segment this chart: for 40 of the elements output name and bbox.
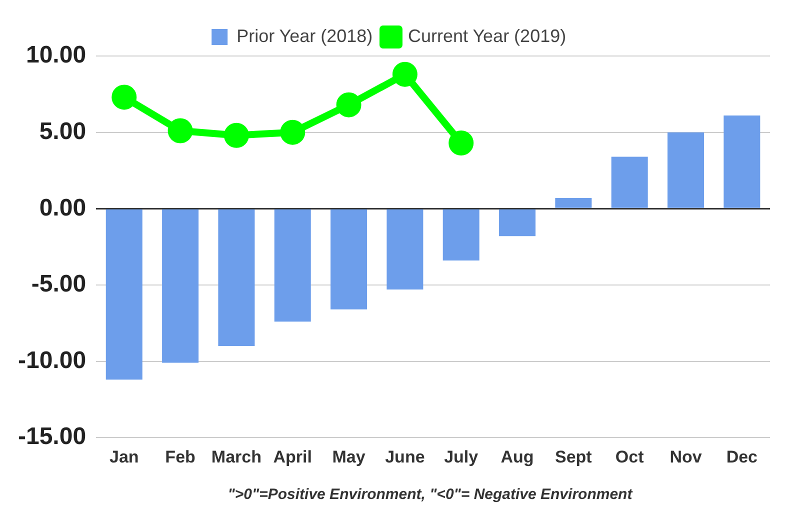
point [336,92,362,118]
bar [555,198,592,208]
y-tick-label: 0.00 [39,194,86,222]
x-tick-label: Oct [615,447,644,466]
bar [724,116,760,208]
y-tick-label: -5.00 [31,270,86,298]
y-tick-label: -10.00 [18,346,86,374]
legend-label: Prior Year (2018) [236,26,373,46]
bar [162,209,199,363]
point [224,122,249,148]
x-tick-label: Nov [670,447,702,466]
bar [668,132,704,208]
bar [330,209,368,310]
x-tick-label: Jan [109,447,139,466]
x-tick-label: Sept [555,447,592,466]
bar [106,209,142,380]
text: ">0"=Positive Environment, "<0"= Negative Environment [226,486,634,503]
bar [274,209,311,322]
bar [386,209,424,290]
x-tick-label: May [332,447,366,466]
y-tick-label: 10.00 [26,42,86,69]
x-tick-label: March [211,447,262,466]
y-tick-label: -15.00 [18,423,86,450]
y-tick-label: 5.00 [39,118,86,145]
x-tick-label: Dec [726,447,758,466]
bar [499,209,536,236]
point [448,130,474,156]
bar [218,209,255,346]
point [280,120,306,145]
bar [611,156,648,208]
x-tick-label: April [273,447,312,466]
legend-label: Current Year (2019) [408,26,566,46]
x-tick-label: June [385,447,425,466]
point [392,62,418,87]
x-tick-label: July [444,447,479,466]
point [168,118,193,144]
x-tick-label: Aug [500,447,534,466]
point [112,84,137,110]
bar [442,209,480,261]
x-tick-label: Feb [165,447,196,466]
